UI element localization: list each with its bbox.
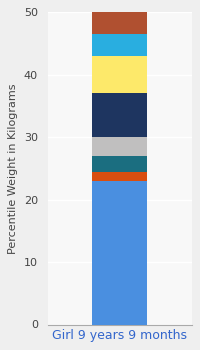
Bar	[92, 56, 147, 93]
Bar	[92, 34, 147, 56]
Bar	[92, 172, 147, 181]
Bar	[92, 12, 147, 34]
Bar	[92, 156, 147, 172]
Y-axis label: Percentile Weight in Kilograms: Percentile Weight in Kilograms	[8, 83, 18, 254]
Bar	[92, 93, 147, 137]
Bar	[92, 181, 147, 324]
Bar	[92, 137, 147, 156]
